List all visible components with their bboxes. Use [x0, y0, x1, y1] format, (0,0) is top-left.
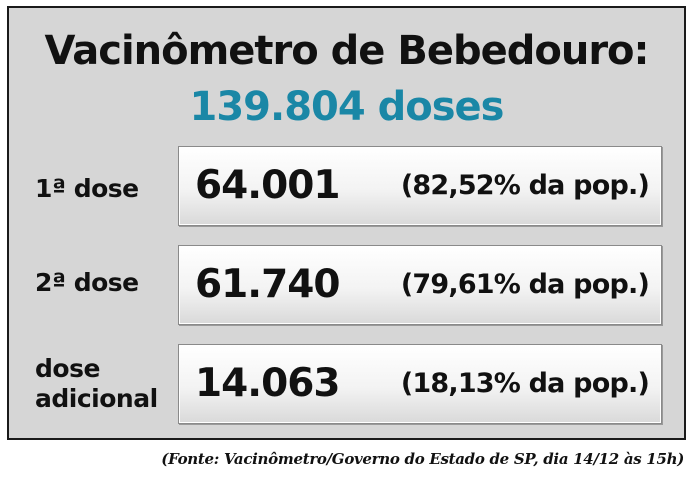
row-label-line1: dose: [35, 354, 100, 383]
total-doses: 139.804 doses: [189, 84, 505, 130]
vaccine-panel: Vacinômetro de Bebedouro: 139.804 doses …: [7, 6, 686, 440]
row-label-additional-dose: dose adicional: [35, 354, 158, 414]
first-dose-value: 64.001: [195, 163, 340, 208]
source-note: (Fonte: Vacinômetro/Governo do Estado de…: [161, 450, 684, 468]
page-title: Vacinômetro de Bebedouro:: [44, 28, 649, 74]
row-label-second-dose: 2ª dose: [35, 268, 139, 298]
row-label-text: 1ª dose: [35, 174, 139, 203]
row-label-line2: adicional: [35, 384, 158, 413]
additional-dose-percent: (18,13% da pop.): [400, 368, 650, 399]
first-dose-percent: (82,52% da pop.): [400, 170, 650, 201]
additional-dose-box: 14.063 (18,13% da pop.): [178, 344, 662, 424]
second-dose-value: 61.740: [195, 262, 340, 307]
first-dose-box: 64.001 (82,52% da pop.): [178, 146, 662, 226]
row-label-first-dose: 1ª dose: [35, 174, 139, 204]
row-label-text: 2ª dose: [35, 268, 139, 297]
second-dose-percent: (79,61% da pop.): [400, 269, 650, 300]
additional-dose-value: 14.063: [195, 361, 340, 406]
second-dose-box: 61.740 (79,61% da pop.): [178, 245, 662, 325]
